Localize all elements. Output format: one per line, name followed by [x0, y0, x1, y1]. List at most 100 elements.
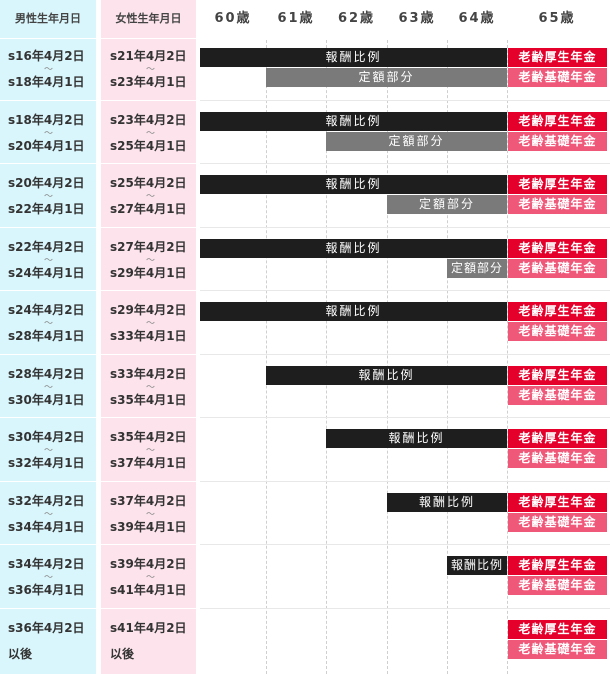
male-birthdate-from: s28年4月2日: [8, 366, 85, 381]
old-age-basic-pension-bar: 老齢基礎年金: [508, 449, 607, 468]
row-separator-male: [0, 163, 96, 164]
female-birthdate-from: s23年4月2日: [110, 112, 187, 127]
row-separator-female: [101, 163, 196, 164]
age-header-64: 64歳: [458, 11, 496, 26]
female-birthdate-from: s33年4月2日: [110, 366, 187, 381]
header-separator-female: [101, 38, 196, 39]
male-birthdate-from: s16年4月2日: [8, 49, 85, 63]
female-birthdate-to: s29年4月1日: [110, 265, 187, 280]
old-age-employees-pension-bar: 老齢厚生年金: [508, 302, 607, 321]
female-birthdate-to: s39年4月1日: [110, 519, 187, 534]
male-birthdate-to: s28年4月1日: [8, 329, 85, 343]
old-age-employees-pension-bar: 老齢厚生年金: [508, 111, 607, 131]
female-birthdate-to: s41年4月1日: [110, 583, 187, 597]
age-header-65: 65歳: [538, 11, 576, 26]
male-column-background: [0, 0, 96, 674]
male-birthdate-tilde: ～: [44, 446, 54, 456]
female-birthdate-tilde: ～: [146, 509, 156, 520]
row-separator: [200, 544, 610, 545]
row-separator: [200, 99, 610, 101]
male-birthdate-to: s22年4月1日: [8, 202, 85, 216]
row-separator-male: [0, 417, 96, 418]
old-age-employees-pension-bar: 老齢厚生年金: [508, 175, 607, 194]
row-separator: [200, 353, 610, 355]
male-birthdate-to: s32年4月1日: [8, 456, 85, 470]
row-separator-male: [0, 544, 96, 545]
male-birthdate-from: s30年4月2日: [8, 430, 85, 444]
old-age-basic-pension-bar: 老齢基礎年金: [508, 195, 607, 214]
male-birthdate-tilde: ～: [44, 128, 54, 139]
male-birthdate-tilde: ～: [44, 255, 54, 266]
row-separator-female: [101, 417, 196, 418]
earnings-related-bar: 報酬比例: [326, 429, 507, 448]
row-separator: [200, 226, 610, 228]
female-birthdate-from: s29年4月2日: [110, 303, 187, 317]
male-birthdate-from: s18年4月2日: [8, 112, 85, 127]
female-birthdate-from: s35年4月2日: [110, 430, 187, 444]
earnings-related-bar: 報酬比例: [200, 238, 507, 258]
old-age-basic-pension-bar: 老齢基礎年金: [508, 258, 607, 278]
female-birthdate-to: s25年4月1日: [110, 138, 187, 153]
row-separator: [200, 417, 610, 418]
male-birthdate-from: s32年4月2日: [8, 493, 85, 508]
row-separator-male: [0, 480, 96, 482]
female-birthdate-tilde: ～: [146, 319, 156, 329]
female-birthdate-from: s25年4月2日: [110, 176, 187, 190]
male-birthdate-tilde: ～: [44, 509, 54, 520]
female-birthdate-to: s27年4月1日: [110, 202, 187, 216]
male-birthdate-tilde: ～: [44, 382, 54, 393]
earnings-related-bar: 報酬比例: [266, 365, 507, 385]
old-age-basic-pension-bar: 老齢基礎年金: [508, 68, 607, 87]
age-header-61: 61歳: [277, 11, 315, 26]
header-separator-male: [0, 38, 96, 39]
male-birthdate-tilde: ～: [44, 573, 54, 583]
male-birthdate-tilde: ～: [44, 319, 54, 329]
female-birthdate-tilde: ～: [146, 446, 156, 456]
fixed-amount-bar: 定額部分: [326, 131, 507, 151]
old-age-basic-pension-bar: 老齢基礎年金: [508, 131, 607, 151]
row-separator-female: [101, 480, 196, 482]
old-age-employees-pension-bar: 老齢厚生年金: [508, 556, 607, 575]
male-birthdate-to: s24年4月1日: [8, 265, 85, 280]
male-birthdate-to: s18年4月1日: [8, 75, 85, 89]
row-separator-female: [101, 607, 196, 609]
row-separator-female: [101, 99, 196, 101]
fixed-amount-bar: 定額部分: [447, 258, 507, 278]
row-separator-male: [0, 353, 96, 355]
row-separator-male: [0, 607, 96, 609]
female-birthdate-from: s41年4月2日: [110, 620, 187, 635]
female-birthdate-from: s21年4月2日: [110, 49, 187, 63]
old-age-employees-pension-bar: 老齢厚生年金: [508, 238, 607, 258]
male-birthdate-from: s36年4月2日: [8, 620, 85, 635]
fixed-amount-bar: 定額部分: [387, 195, 507, 214]
male-birthdate-from: s34年4月2日: [8, 557, 85, 571]
female-birthdate-tilde: ～: [146, 128, 156, 139]
old-age-employees-pension-bar: 老齢厚生年金: [508, 492, 607, 512]
earnings-related-bar: 報酬比例: [200, 48, 507, 67]
male-birthdate-to: s30年4月1日: [8, 392, 85, 407]
male-birthdate-from: s20年4月2日: [8, 176, 85, 190]
earnings-related-bar: 報酬比例: [200, 302, 507, 321]
row-separator-female: [101, 226, 196, 228]
old-age-basic-pension-bar: 老齢基礎年金: [508, 512, 607, 532]
male-birthdate-to: s20年4月1日: [8, 138, 85, 153]
female-birthdate-from: s27年4月2日: [110, 239, 187, 254]
female-column-background: [101, 0, 196, 674]
age-gridline-65: [507, 40, 508, 674]
row-separator-male: [0, 99, 96, 101]
age-gridline-61: [266, 40, 267, 674]
age-gridline-63: [387, 40, 388, 674]
male-birthdate-tilde: ～: [44, 65, 54, 75]
male-birthdate-to: s36年4月1日: [8, 583, 85, 597]
row-separator: [200, 480, 610, 482]
age-header-63: 63歳: [398, 11, 436, 26]
row-separator: [200, 607, 610, 609]
age-header-62: 62歳: [337, 11, 376, 26]
male-birthdate-from: s24年4月2日: [8, 303, 85, 317]
female-birthdate-tilde: ～: [146, 573, 156, 583]
female-birthdate-to: s33年4月1日: [110, 329, 187, 343]
row-separator-female: [101, 290, 196, 291]
female-birthdate-tilde: ～: [146, 255, 156, 266]
female-birthdate-tilde: ～: [146, 65, 156, 75]
